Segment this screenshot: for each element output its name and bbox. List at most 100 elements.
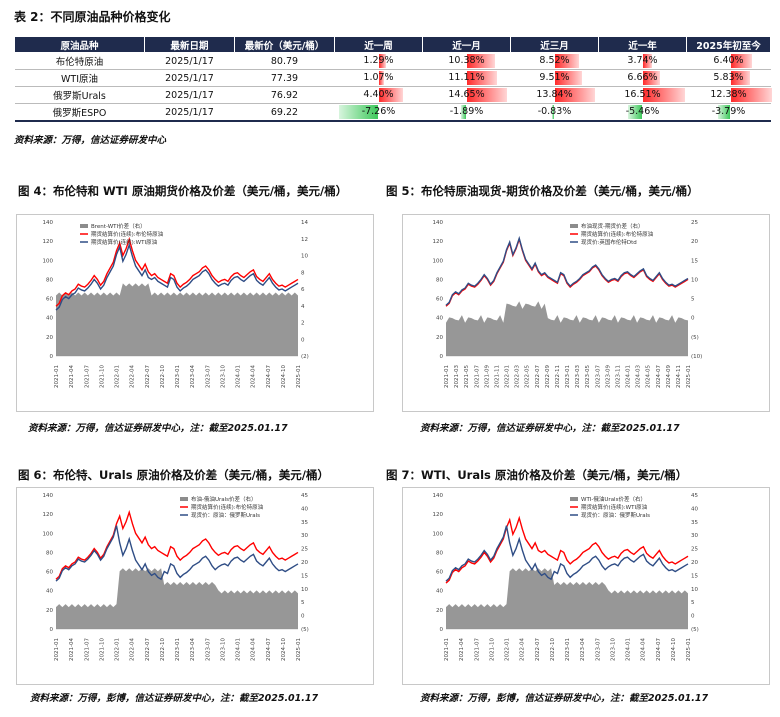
change-bar	[717, 105, 731, 119]
y-left-tick: 140	[43, 220, 54, 226]
x-tick: 2021-10	[99, 638, 105, 661]
change-cell: -7.26%	[334, 103, 423, 122]
x-tick: 2025-01	[296, 638, 302, 661]
change-bar	[730, 71, 751, 85]
y-right-tick: 40	[691, 506, 698, 512]
figure-5-chart: 0 20 40 60 80 100 120 140 (10) (5) 0 5 10 15 20 25 2021-…	[433, 220, 703, 388]
figure-6-chart: 0 20 40 60 80 100 120 140 (5) 0 5 10 15 20 25 30 35 40 45 2…	[43, 493, 309, 661]
change-value: 6.40%	[713, 55, 744, 66]
y-right-tick: 25	[301, 547, 308, 553]
x-tick: 2023-09	[605, 365, 611, 388]
x-tick: 2023-07	[205, 365, 211, 388]
brent-futures-line	[445, 236, 689, 307]
x-tick: 2023-07	[595, 365, 601, 388]
x-tick: 2023-01	[175, 638, 181, 661]
change-cell: 5.83%	[686, 69, 771, 87]
y-left-tick: 80	[436, 277, 443, 283]
legend-label: 现货价：原油：俄罗斯Urals	[191, 511, 260, 519]
change-cell: 10.38%	[422, 52, 511, 70]
x-tick: 2024-11	[676, 365, 682, 388]
x-tick: 2024-04	[251, 638, 257, 661]
crude-name-cell: WTI原油	[14, 69, 145, 87]
change-bar	[552, 105, 555, 119]
x-tick: 2022-05	[525, 365, 531, 388]
y-right-tick: 20	[691, 239, 698, 245]
wti-line	[445, 515, 689, 584]
change-bar	[378, 71, 385, 85]
y-right-tick: 0	[301, 337, 305, 343]
y-right-tick: 15	[691, 573, 698, 579]
y-left-tick: 40	[46, 316, 53, 322]
change-cell: 11.11%	[422, 69, 511, 87]
legend-label: WTI-俄油Urals价差（右）	[581, 495, 646, 503]
y-left-tick: 40	[46, 589, 53, 595]
x-tick: 2023-04	[190, 638, 196, 661]
x-tick: 2022-01	[115, 638, 121, 661]
legend-label: 期货结算价(连续):布伦特原油	[581, 230, 654, 238]
change-bar	[730, 88, 773, 102]
x-tick: 2022-04	[520, 638, 526, 661]
y-right-tick: (5)	[691, 335, 699, 341]
change-value: 8.52%	[539, 55, 570, 66]
legend-label: 现货价:英国布伦特Dtd	[581, 238, 637, 246]
figure-6-title: 图 6：布伦特、Urals 原油价格及价差（美元/桶，美元/桶）	[18, 468, 329, 482]
change-cell: 13.84%	[510, 86, 599, 104]
change-value: -1.89%	[449, 106, 484, 117]
table-row: 俄罗斯ESPO 2025/1/17 69.22 -7.26% -1.89% -0.83% -…	[14, 103, 771, 122]
x-tick: 2021-10	[99, 365, 105, 388]
change-value: 4.40%	[363, 89, 394, 100]
y-left-tick: 20	[46, 335, 53, 341]
x-tick: 2024-10	[281, 365, 287, 388]
change-cell: -1.89%	[422, 103, 511, 122]
y-right-tick: 15	[691, 258, 698, 264]
x-tick: 2024-05	[646, 365, 652, 388]
legend-label: 期货结算价(连续):布伦特原油	[91, 230, 164, 238]
x-tick: 2024-07	[266, 638, 272, 661]
x-tick: 2024-01	[626, 638, 632, 661]
price-cell: 77.39	[234, 69, 335, 87]
change-bar	[466, 88, 507, 102]
x-tick: 2021-04	[69, 638, 75, 661]
change-cell: 1.07%	[334, 69, 423, 87]
x-tick: 2024-07	[266, 365, 272, 388]
legend-swatch	[570, 224, 578, 228]
table-row: 俄罗斯Urals 2025/1/17 76.92 4.40% 14.65% 13.84% 1…	[14, 86, 773, 104]
legend-label: 布油现货-期货价差（右）	[581, 222, 644, 230]
x-tick: 2022-01	[505, 638, 511, 661]
change-bar	[554, 88, 596, 102]
y-right-tick: 20	[691, 560, 698, 566]
x-tick: 2022-11	[555, 365, 561, 388]
y-right-tick: 20	[301, 560, 308, 566]
y-left-tick: 60	[46, 297, 53, 303]
y-left-tick: 40	[436, 316, 443, 322]
figure-7-source: 资料来源：万得，彭博，信达证券研发中心，注：截至2025.01.17	[420, 693, 709, 704]
y-left-tick: 40	[436, 589, 443, 595]
change-bar	[730, 54, 753, 68]
x-tick: 2022-10	[160, 638, 166, 661]
x-tick: 2025-01	[686, 638, 692, 661]
figure-5-title: 图 5：布伦特原油现货-期货价格及价差（美元/桶，美元/桶）	[386, 184, 699, 198]
figure-4-title: 图 4：布伦特和 WTI 原油期货价格及价差（美元/桶，美元/桶）	[18, 184, 348, 198]
change-bar	[338, 105, 379, 119]
y-right-tick: 35	[691, 520, 698, 526]
change-bar	[554, 71, 583, 85]
change-cell: -0.83%	[510, 103, 599, 122]
x-tick: 2024-07	[656, 365, 662, 388]
figure-6-source: 资料来源：万得，彭博，信达证券研发中心，注：截至2025.01.17	[30, 693, 319, 704]
y-right-tick: 6	[301, 287, 305, 293]
x-tick: 2024-10	[671, 638, 677, 661]
y-left-tick: 120	[43, 239, 54, 245]
x-tick: 2024-07	[656, 638, 662, 661]
figure-6-frame	[16, 487, 374, 685]
date-cell: 2025/1/17	[144, 103, 235, 122]
change-cell: -5.46%	[598, 103, 687, 122]
change-cell: 4.40%	[334, 86, 423, 104]
legend-label: 期货结算价(连续):WTI原油	[581, 503, 648, 511]
x-tick: 2022-07	[145, 365, 151, 388]
x-tick: 2021-11	[494, 365, 500, 388]
x-tick: 2023-10	[220, 638, 226, 661]
x-tick: 2023-05	[585, 365, 591, 388]
table-header-row: 原油品种 最新日期 最新价（美元/桶） 近一周 近一月 近三月 近一年 2025…	[14, 36, 771, 53]
change-cell: 12.38%	[686, 86, 773, 104]
change-value: 11.11%	[448, 72, 485, 83]
